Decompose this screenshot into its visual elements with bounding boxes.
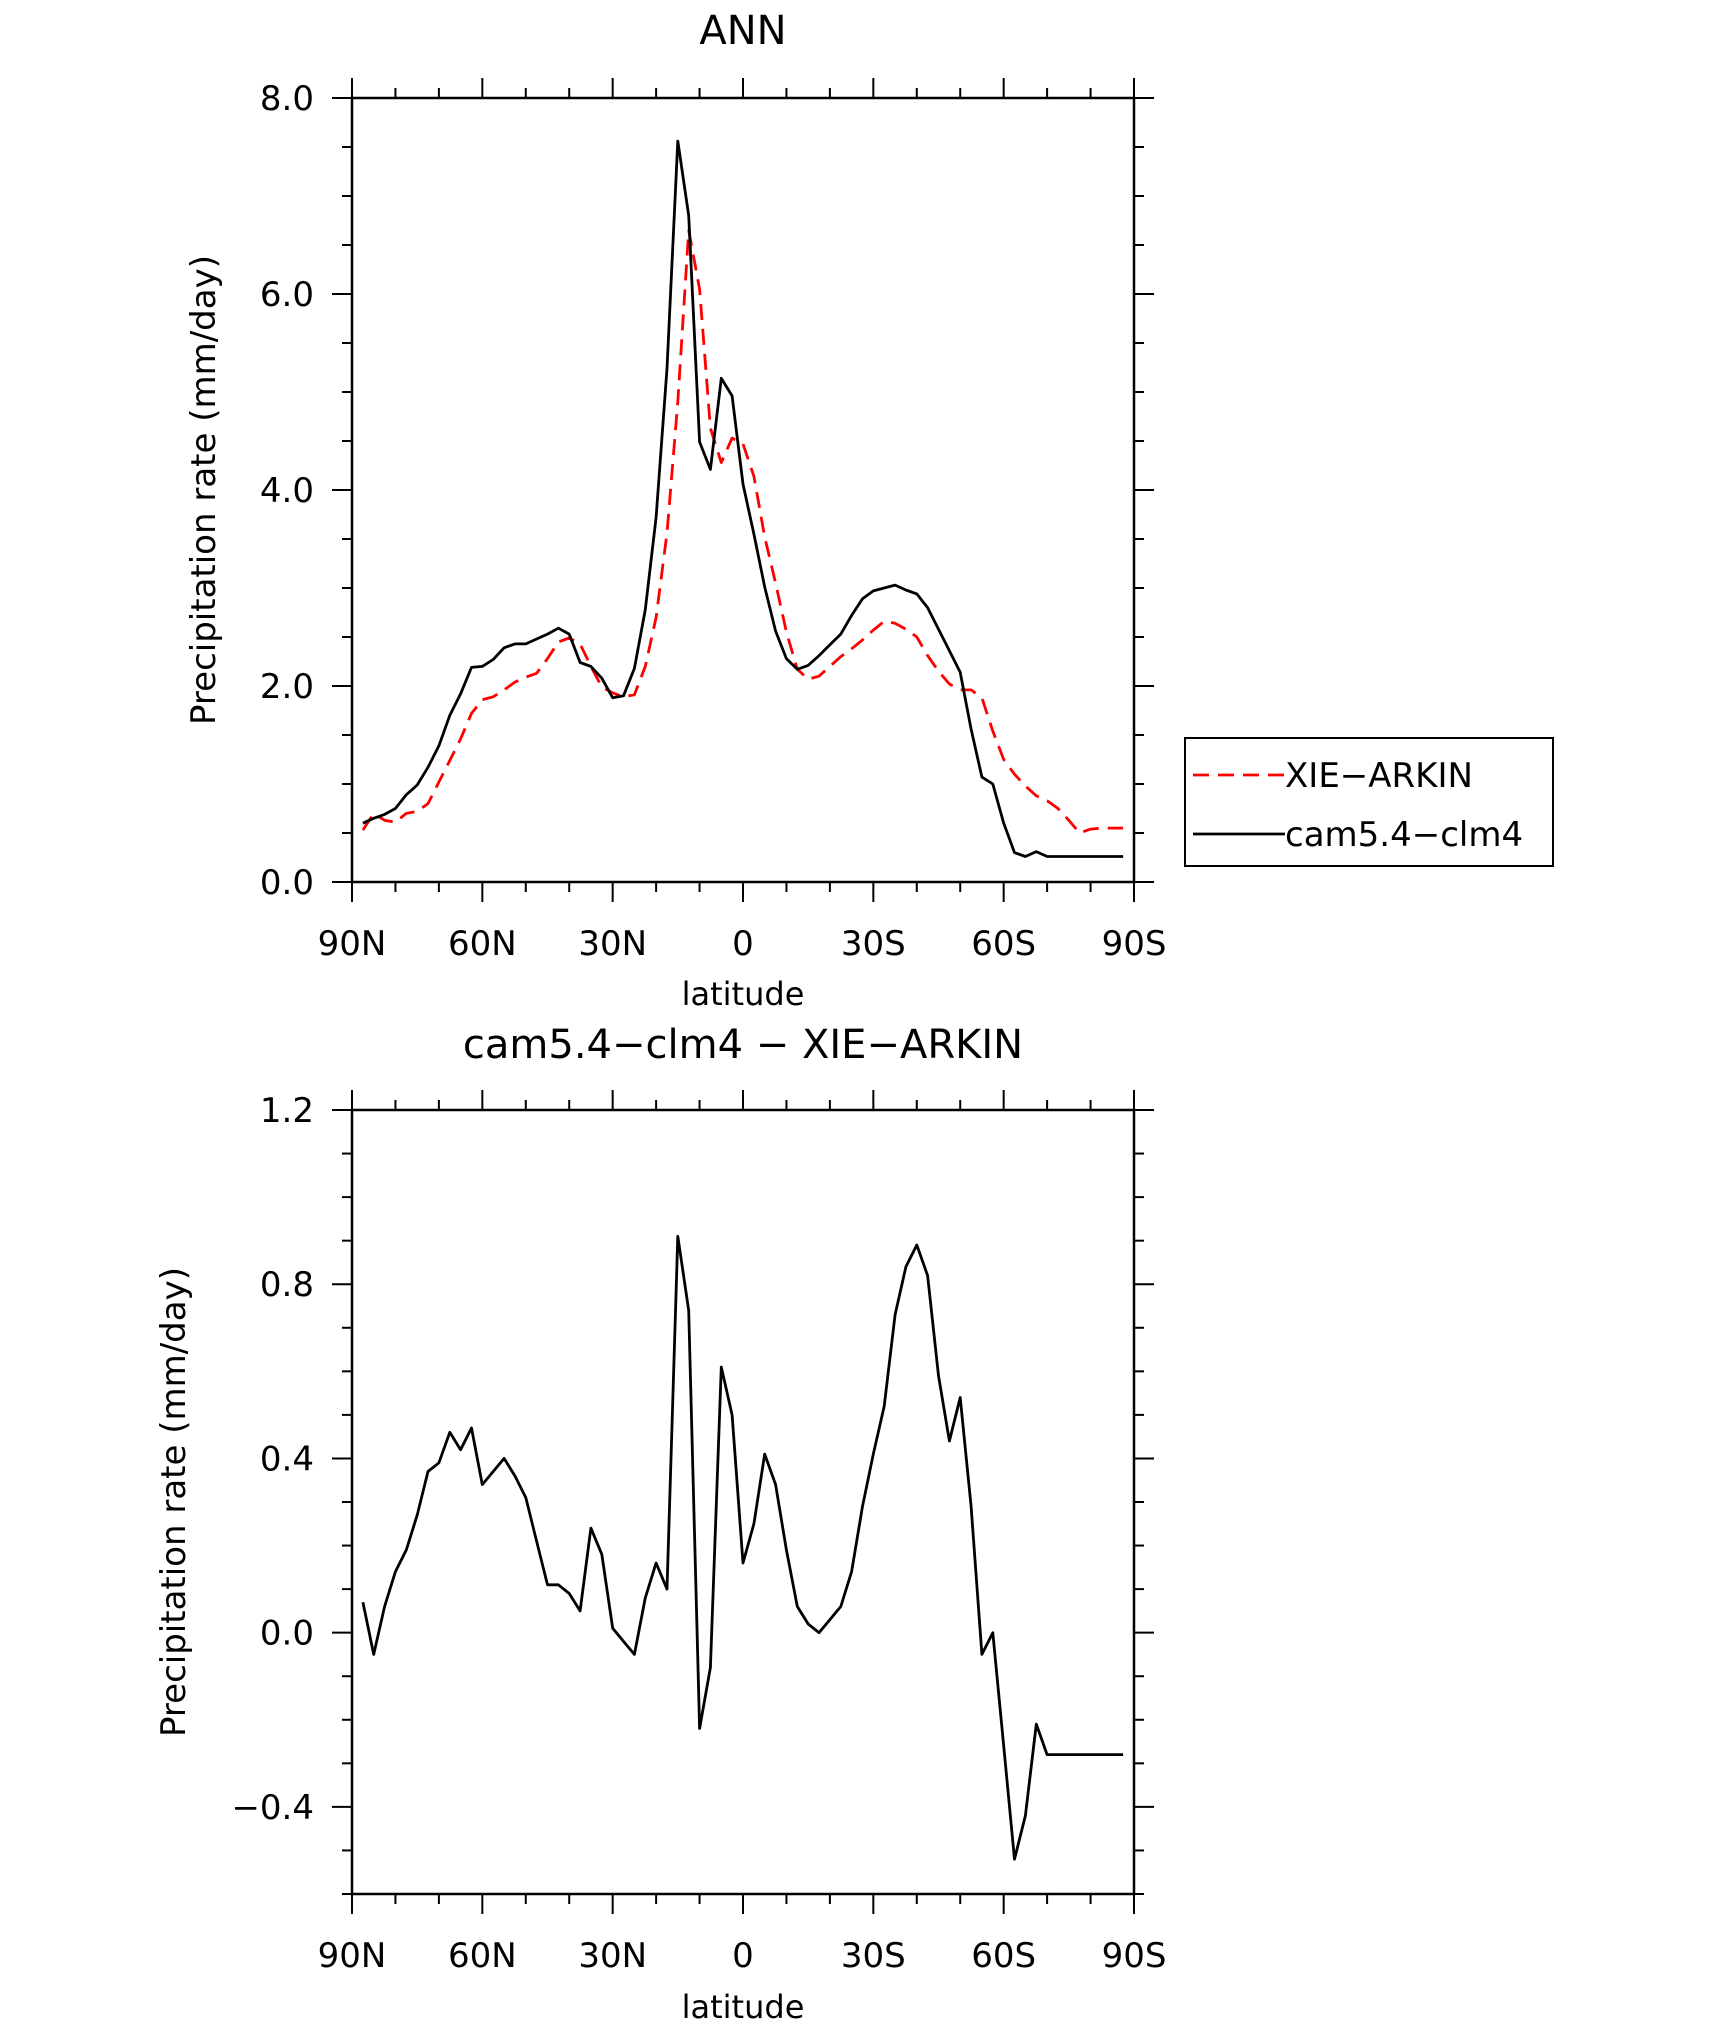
legend-box — [1184, 737, 1554, 867]
x-tick-label: 30S — [841, 1936, 906, 1976]
legend-label: cam5.4−clm4 — [1285, 815, 1523, 855]
y-tick-label: 8.0 — [260, 79, 314, 119]
plot-frame — [350, 1108, 1136, 1896]
series-line-cam5-4-clm4 — [362, 139, 1124, 858]
y-tick-label: 6.0 — [260, 275, 314, 315]
y-tick-label: 0.4 — [260, 1439, 314, 1479]
y-tick-label: −0.4 — [231, 1788, 314, 1828]
legend: XIE−ARKIN cam5.4−clm4 — [1184, 737, 1554, 867]
chart-title: ANN — [699, 8, 786, 54]
chart-title: cam5.4−clm4 − XIE−ARKIN — [463, 1022, 1023, 1068]
x-tick-label: 0 — [732, 1936, 754, 1976]
y-axis-label: Precipitation rate (mm/day) — [184, 255, 224, 725]
bottom-panel-difference: cam5.4−clm4 − XIE−ARKIN −0.4 0.0 0.4 0.8 1.2 9… — [154, 1022, 1166, 2021]
legend-label: XIE−ARKIN — [1285, 756, 1473, 796]
y-tick-label: 1.2 — [260, 1091, 314, 1131]
y-tick-label: 4.0 — [260, 471, 314, 511]
series-line-cam5-4-clm4-xie-arkin — [361, 1234, 1124, 1861]
top-panel-ann: ANN 0.0 2.0 4.0 6.0 8.0 90N 60N 30N 0 30S 60S 90S lat… — [184, 8, 1554, 1013]
x-tick-label: 60N — [448, 924, 517, 964]
x-tick-label: 30N — [578, 924, 647, 964]
x-tick-label: 60S — [971, 924, 1036, 964]
x-tick-label: 0 — [732, 924, 754, 964]
x-tick-label: 60S — [971, 1936, 1036, 1976]
y-axis-label: Precipitation rate (mm/day) — [154, 1267, 194, 1737]
series-line-xie-arkin — [361, 228, 1124, 835]
x-tick-label: 30N — [578, 1936, 647, 1976]
x-axis-label: latitude — [682, 975, 805, 1013]
x-tick-label: 90N — [318, 924, 387, 964]
x-tick-label: 90N — [318, 1936, 387, 1976]
y-tick-label: 0.8 — [260, 1265, 314, 1305]
x-tick-label: 90S — [1102, 924, 1167, 964]
y-tick-label: 0.0 — [260, 863, 314, 903]
x-tick-label: 60N — [448, 1936, 517, 1976]
x-tick-label: 90S — [1102, 1936, 1167, 1976]
x-axis-label: latitude — [682, 1988, 805, 2021]
x-tick-label: 30S — [841, 924, 906, 964]
y-tick-label: 2.0 — [260, 667, 314, 707]
y-tick-label: 0.0 — [260, 1614, 314, 1654]
